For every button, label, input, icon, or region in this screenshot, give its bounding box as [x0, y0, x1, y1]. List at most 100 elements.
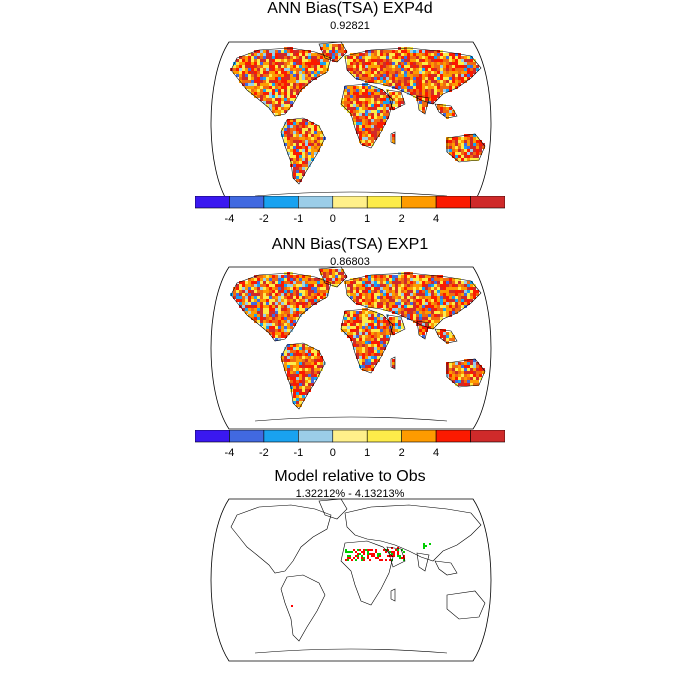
bias-cell: [335, 281, 338, 284]
bias-cell: [314, 68, 317, 71]
bias-cell: [296, 359, 299, 362]
bias-cell: [260, 284, 263, 287]
bias-cell: [296, 284, 299, 287]
bias-cell: [464, 371, 467, 374]
bias-cell: [293, 68, 296, 71]
bias-cell: [332, 50, 335, 53]
coastline-seasia: [434, 560, 458, 576]
bias-cell: [443, 278, 446, 281]
bias-cell: [446, 338, 449, 341]
bias-cell: [296, 275, 299, 278]
bias-cell: [392, 320, 395, 323]
bias-cell: [389, 62, 392, 65]
bias-cell: [365, 347, 368, 350]
bias-cell: [353, 62, 356, 65]
bias-cell: [299, 59, 302, 62]
bias-cell: [473, 68, 476, 71]
bias-cell: [311, 59, 314, 62]
bias-cell: [374, 125, 377, 128]
bias-cell: [290, 155, 293, 158]
bias-cell: [278, 284, 281, 287]
bias-cell: [242, 77, 245, 80]
bias-cell: [275, 89, 278, 92]
bias-cell: [410, 278, 413, 281]
bias-cell: [443, 56, 446, 59]
bias-cell: [356, 293, 359, 296]
bias-cell: [464, 62, 467, 65]
bias-cell: [296, 149, 299, 152]
bias-cell: [425, 59, 428, 62]
bias-cell: [398, 65, 401, 68]
bias-cell: [362, 56, 365, 59]
bias-cell: [266, 53, 269, 56]
bias-cell: [269, 95, 272, 98]
bias-cell: [305, 122, 308, 125]
bias-cell: [407, 71, 410, 74]
bias-cell: [353, 71, 356, 74]
bias-cell: [365, 89, 368, 92]
bias-cell: [467, 281, 470, 284]
bias-cell: [260, 59, 263, 62]
bias-cell: [419, 287, 422, 290]
bias-cell: [362, 89, 365, 92]
bias-cell: [383, 77, 386, 80]
bias-cell: [377, 278, 380, 281]
bias-cell: [308, 140, 311, 143]
bias-cell: [401, 308, 404, 311]
bias-cell: [395, 329, 398, 332]
bias-cell: [434, 293, 437, 296]
bias-cell: [296, 161, 299, 164]
bias-cell: [257, 296, 260, 299]
bias-cell: [398, 329, 401, 332]
bias-cell: [377, 317, 380, 320]
bias-cell: [428, 80, 431, 83]
bias-cell: [371, 143, 374, 146]
bias-cell: [431, 53, 434, 56]
coastline-madagascar: [390, 131, 396, 145]
bias-cell: [398, 62, 401, 65]
bias-cell: [380, 95, 383, 98]
bias-cell: [443, 290, 446, 293]
bias-cell: [383, 341, 386, 344]
bias-cell: [251, 281, 254, 284]
bias-cell: [359, 326, 362, 329]
bias-cell: [467, 293, 470, 296]
bias-cell: [365, 338, 368, 341]
bias-cell: [413, 293, 416, 296]
bias-cell: [308, 56, 311, 59]
bias-cell: [281, 74, 284, 77]
bias-cell: [293, 374, 296, 377]
bias-cell: [365, 317, 368, 320]
bias-cell: [359, 62, 362, 65]
bias-cell: [437, 104, 440, 107]
relative-cell: [357, 557, 359, 559]
bias-cell: [440, 299, 443, 302]
bias-cell: [263, 284, 266, 287]
panel2-subtitle: 0.86803: [330, 256, 370, 268]
bias-cell: [335, 53, 338, 56]
bias-cell: [368, 110, 371, 113]
bias-cell: [407, 272, 410, 275]
bias-cell: [281, 275, 284, 278]
bias-cell: [269, 74, 272, 77]
bias-cell: [305, 143, 308, 146]
bias-cell: [362, 62, 365, 65]
bias-cell: [437, 299, 440, 302]
bias-cell: [377, 50, 380, 53]
bias-cell: [386, 308, 389, 311]
bias-cell: [425, 101, 428, 104]
coastline-antarctica: [254, 648, 448, 654]
bias-cell: [371, 86, 374, 89]
bias-cell: [419, 53, 422, 56]
bias-cell: [416, 74, 419, 77]
bias-cell: [299, 350, 302, 353]
bias-cell: [395, 65, 398, 68]
bias-cell: [284, 56, 287, 59]
bias-cell: [425, 302, 428, 305]
bias-cell: [359, 293, 362, 296]
bias-cell: [326, 65, 329, 68]
bias-cell: [407, 86, 410, 89]
bias-cell: [383, 56, 386, 59]
bias-cell: [392, 296, 395, 299]
bias-cell: [353, 110, 356, 113]
